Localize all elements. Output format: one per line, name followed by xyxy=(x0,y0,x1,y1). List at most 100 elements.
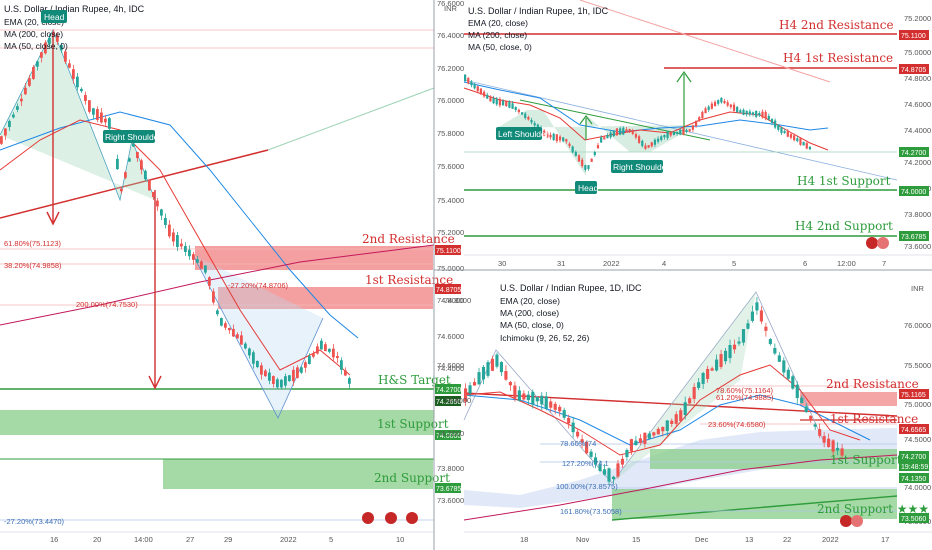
p3-candle xyxy=(616,463,620,477)
p3-title: U.S. Dollar / Indian Rupee, 1D, IDC xyxy=(500,283,642,293)
p2-candle xyxy=(656,138,660,142)
p3-xtick-4: Dec xyxy=(695,535,709,544)
p2-candle xyxy=(739,110,742,113)
p2-rtick-6: 74.2000 xyxy=(904,158,931,167)
p2-candle xyxy=(808,146,812,150)
p1-candle xyxy=(268,372,271,381)
p3-candle xyxy=(759,310,763,322)
p3-rtick-3: 75.0000 xyxy=(904,400,931,409)
p3-candle xyxy=(638,438,642,443)
p3-candle xyxy=(571,422,575,433)
p2-xtick-6: 6 xyxy=(803,259,807,268)
p1-tag-r2: 75.1100 xyxy=(436,248,461,255)
p1-candle xyxy=(240,335,243,345)
p3-candle xyxy=(764,326,768,331)
p1-candle xyxy=(124,172,127,178)
p3-candle xyxy=(499,362,503,373)
p3-candle xyxy=(710,368,714,371)
p1-xtick-1: 16 xyxy=(50,535,58,544)
p3-candle xyxy=(791,376,795,389)
p3-tag-time: 19:48:59 xyxy=(901,464,928,471)
p3-candle xyxy=(468,385,472,394)
p3-support-2-zone xyxy=(612,489,897,519)
p1-candle xyxy=(228,327,231,331)
p2-candle xyxy=(631,130,634,134)
p2-candle xyxy=(663,135,666,138)
p2-candle xyxy=(581,159,584,167)
p2-candle xyxy=(514,107,517,110)
p1-candle xyxy=(52,31,55,36)
p2-rtick-5: 74.4000 xyxy=(904,126,931,135)
p2-candle xyxy=(574,151,577,156)
p2-candle xyxy=(796,138,799,142)
p2-ltick-6: 75.6000 xyxy=(437,162,464,171)
p2-candle xyxy=(669,132,672,136)
p2-ltick-4: 76.0000 xyxy=(437,96,464,105)
p1-candle xyxy=(196,259,199,263)
p2-candle xyxy=(647,145,650,148)
p1-candle xyxy=(312,353,315,357)
p2-ind-ma50: MA (50, close, 0) xyxy=(468,42,532,52)
p1-candle xyxy=(132,143,135,147)
p2-candle xyxy=(590,158,593,162)
p1-candle xyxy=(80,88,83,92)
p3-candle xyxy=(472,382,477,386)
p2-candle xyxy=(498,98,502,106)
p2-candle xyxy=(802,141,805,146)
p2-candle xyxy=(524,113,527,118)
p1-ytick-3: 74.6000 xyxy=(437,332,464,341)
p1-candle xyxy=(104,118,107,123)
p2-xtick-3: 2022 xyxy=(603,259,620,268)
p2-candle xyxy=(758,113,761,116)
p1-xtick-7: 5 xyxy=(329,535,333,544)
p1-candle xyxy=(304,362,307,368)
p1-candle xyxy=(232,328,235,337)
p2-candle xyxy=(508,101,511,108)
p3-xtick-2: Nov xyxy=(576,535,590,544)
p3-candle xyxy=(486,362,490,376)
p2-candle xyxy=(704,108,707,114)
p1-candle xyxy=(292,369,295,382)
p1-ytick-2: 74.8000 xyxy=(437,296,464,305)
p2-candle xyxy=(527,117,530,120)
p2-ltick-5: 75.8000 xyxy=(437,129,464,138)
p1-candle xyxy=(272,376,275,384)
p2-candle xyxy=(786,131,789,137)
p1-candle xyxy=(260,365,263,375)
p1-candle xyxy=(208,277,211,286)
p2-candle xyxy=(546,133,549,138)
p3-candle xyxy=(531,391,535,405)
p2-candle xyxy=(732,104,736,111)
p2-candle xyxy=(473,83,476,89)
p2-candle xyxy=(748,111,751,115)
p3-ltick-1: 74.8000 xyxy=(444,296,471,305)
p3-fib-100: 100.00%(73.8575) xyxy=(556,482,618,491)
p1-candle xyxy=(100,112,103,123)
p2-xtick-2: 31 xyxy=(557,259,565,268)
p2-candle xyxy=(584,165,587,170)
p1-candle xyxy=(96,109,99,120)
p2-ltick-2: 76.4000 xyxy=(437,31,464,40)
p1-2nd-resistance-label: 2nd Resistance xyxy=(362,232,455,246)
p3-xtick-1: 18 xyxy=(520,535,528,544)
p1-candle xyxy=(140,160,143,170)
p3-candle xyxy=(822,436,826,443)
p1-ind-ma50: MA (50, close, 0) xyxy=(4,41,68,51)
p1-candle xyxy=(88,100,91,112)
p2-tag-s1: 74.0000 xyxy=(901,189,926,196)
p1-candle xyxy=(152,191,155,198)
p1-candle xyxy=(76,76,79,88)
p2-ltick-3: 76.2000 xyxy=(437,64,464,73)
p3-candle xyxy=(813,424,817,427)
p2-candle xyxy=(675,131,679,134)
p2-candle xyxy=(486,94,489,99)
p3-candle xyxy=(728,345,732,359)
p2-candle xyxy=(596,145,600,149)
p3-rtick-5: 74.0000 xyxy=(904,483,931,492)
p1-candle xyxy=(156,200,159,207)
p1-candle xyxy=(116,158,119,170)
p3-candle xyxy=(723,350,728,362)
p3-rtick-2: 75.5000 xyxy=(904,361,931,370)
us-flag-icon xyxy=(362,512,374,524)
p2-candle xyxy=(641,140,644,146)
